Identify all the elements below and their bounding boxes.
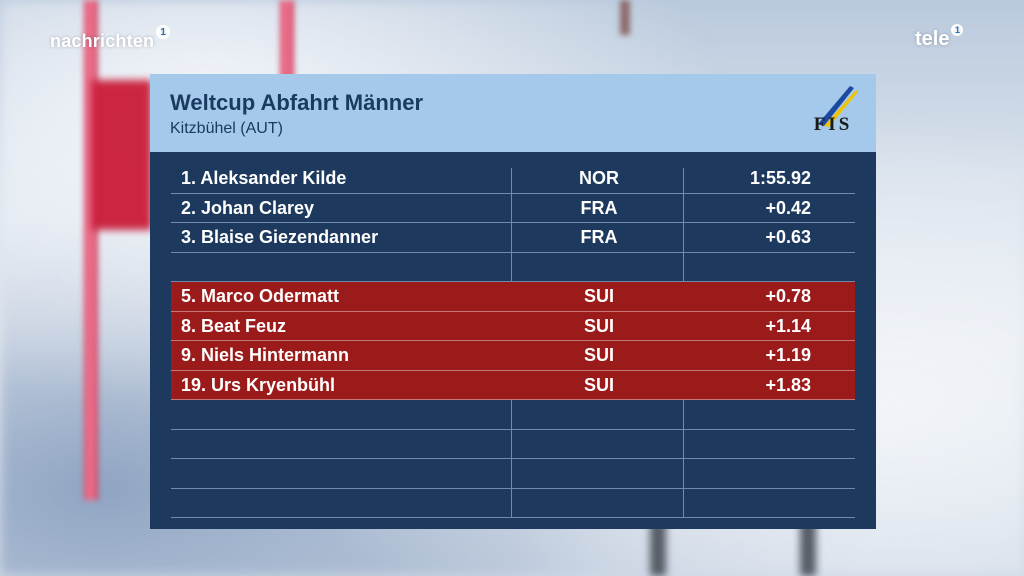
results-subtitle: Kitzbühel (AUT) [170,120,283,137]
results-title: Weltcup Abfahrt Männer [170,90,424,115]
athlete-time: +0.42 [765,197,811,218]
channel-badge-icon: 1 [156,25,171,39]
athlete-nation: FRA [580,197,618,218]
athlete-time: +1.19 [765,345,811,365]
athlete-name: 8. Beat Feuz [181,315,287,336]
results-table: 1. Aleksander Kilde NOR 1:55.92 2. Johan Cl… [171,164,855,518]
athlete-time: +0.63 [765,227,811,247]
athlete-name: 1. Aleksander Kilde [181,168,347,188]
athlete-name: 9. Niels Hintermann [181,345,350,365]
athlete-nation: SUI [583,374,614,395]
table-row [171,400,855,430]
table-row: 19. Urs Kryenbühl SUI +1.83 [171,370,855,400]
athlete-nation: FRA [580,227,618,247]
gate-pole [800,520,816,576]
table-row: 8. Beat Feuz SUI +1.14 [171,311,855,341]
table-row [171,489,855,518]
athlete-nation: NOR [579,168,619,188]
table-row: 2. Johan Clarey FRA +0.42 [171,194,855,223]
athlete-nation: SUI [583,286,614,306]
channel-logo-right: tele 1 [915,24,964,51]
channel-logo-text: tele [915,28,950,50]
athlete-time: 1:55.92 [749,168,811,188]
athlete-name: 2. Johan Clarey [181,197,315,218]
athlete-time: +1.83 [765,374,811,395]
athlete-nation: SUI [583,315,614,336]
fis-logo-text: FIS [813,114,853,135]
channel-logo-text: nachrichten [50,31,155,51]
table-row [171,459,855,489]
athlete-name: 3. Blaise Giezendanner [181,227,379,247]
fis-logo-icon: FIS [802,80,864,140]
gate-pole [84,0,98,500]
table-row: 9. Niels Hintermann SUI +1.19 [171,341,855,371]
results-panel: Weltcup Abfahrt Männer Kitzbühel (AUT) F… [150,74,876,529]
athlete-name: 5. Marco Odermatt [181,286,340,306]
table-row: 1. Aleksander Kilde NOR 1:55.92 [171,164,855,194]
gate-pole [620,0,630,35]
table-row: 5. Marco Odermatt SUI +0.78 [171,282,855,312]
channel-logo-left: nachrichten 1 [50,25,171,52]
channel-badge-icon: 1 [951,24,964,36]
athlete-time: +1.14 [765,315,811,336]
athlete-name: 19. Urs Kryenbühl [181,374,336,395]
athlete-nation: SUI [583,345,614,365]
gate-pole [650,520,666,576]
table-row [171,253,855,282]
fis-swoosh-icon [818,86,858,127]
table-row: 3. Blaise Giezendanner FRA +0.63 [171,223,855,253]
results-header: Weltcup Abfahrt Männer Kitzbühel (AUT) F… [150,74,876,152]
gate-flag [92,80,152,230]
table-row [171,430,855,459]
athlete-time: +0.78 [765,286,811,306]
